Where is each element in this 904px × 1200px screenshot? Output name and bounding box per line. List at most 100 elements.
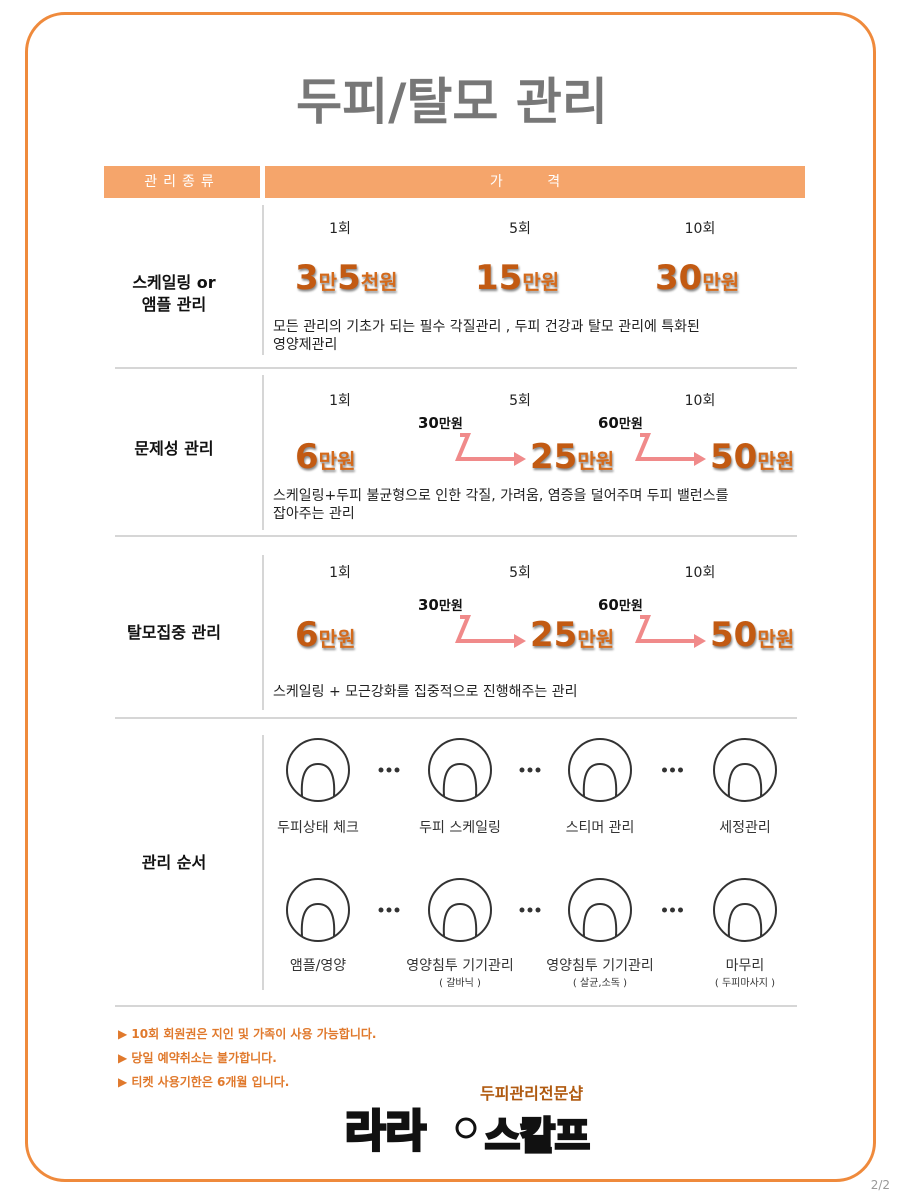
dot [386, 767, 392, 773]
session-count: 10회 [684, 393, 716, 409]
price: 30만원 [655, 258, 740, 298]
separator [115, 1005, 797, 1007]
session-count: 1회 [329, 393, 351, 409]
dot [670, 767, 675, 773]
description: 스케일링+두피 불균형으로 인한 각질, 가려움, 염증을 덜어주며 두피 밸런… [273, 488, 729, 504]
price: 15만원 [475, 258, 560, 298]
step-note: ( 두피마사지 ) [714, 978, 776, 989]
step-label: 두피상태 체크 [277, 820, 359, 836]
head-icon [300, 762, 336, 797]
header-cell: 관리종류 [104, 166, 260, 198]
separator [115, 717, 797, 719]
column-divider [262, 555, 264, 710]
dot [670, 907, 675, 913]
dot [662, 907, 667, 913]
header-cell: 가 격 [265, 166, 805, 198]
discount-arrow [455, 433, 516, 461]
arrow-head [514, 452, 526, 466]
logo-tagline: 두피관리전문샵 [480, 1084, 584, 1103]
head-icon [582, 902, 618, 937]
notice: 10회 회원권은 지인 및 가족이 사용 가능합니다. [118, 1025, 376, 1042]
dot [535, 767, 541, 773]
dot [678, 767, 683, 773]
head-icon [442, 902, 478, 937]
head-icon [300, 902, 336, 937]
discount-arrow [635, 433, 696, 461]
dot [535, 907, 541, 913]
price: 25만원 [530, 615, 615, 655]
step-note: ( 살균,소독 ) [572, 978, 628, 989]
price: 6만원 [295, 615, 356, 655]
session-count: 1회 [329, 565, 351, 581]
price: 50만원 [710, 615, 795, 655]
head-icon [582, 762, 618, 797]
service-name: 문제성 관리 [134, 439, 214, 458]
step-icon [428, 738, 492, 802]
service-name: 스케일링 or [132, 273, 216, 292]
service-name: 탈모집중 관리 [127, 623, 221, 642]
session-count: 10회 [684, 221, 716, 237]
arrow-head [514, 634, 526, 648]
head-icon [727, 762, 763, 797]
description: 스케일링 + 모근강화를 집중적으로 진행해주는 관리 [273, 684, 578, 700]
step-label: 영양침투 기기관리 [406, 958, 514, 974]
discount-arrow [635, 615, 696, 643]
session-count: 5회 [509, 221, 531, 237]
price: 6만원 [295, 437, 356, 477]
description: 잡아주는 관리 [273, 506, 355, 522]
dot [662, 767, 667, 773]
step-note: ( 갈바닉 ) [439, 978, 481, 989]
title: 두피/탈모 관리 [296, 73, 608, 131]
procedure-title: 관리 순서 [141, 853, 207, 872]
logo-name: 라라 [344, 1105, 428, 1159]
dot [394, 767, 400, 773]
separator [115, 367, 797, 369]
original-price: 30만원 [418, 596, 463, 614]
page-number: 2/2 [870, 1178, 890, 1192]
step-label: 앰플/영양 [289, 958, 347, 974]
logo-drop [455, 1117, 477, 1139]
session-count: 5회 [509, 393, 531, 409]
dot [519, 907, 525, 913]
column-divider [262, 205, 264, 355]
step-icon [428, 878, 492, 942]
session-count: 1회 [329, 221, 351, 237]
notice: 티켓 사용기한은 6개월 입니다. [118, 1073, 289, 1090]
step-icon [713, 738, 777, 802]
step-label: 스티머 관리 [565, 820, 635, 836]
logo-brand: 스칼프 [484, 1113, 592, 1160]
step-label: 세정관리 [719, 820, 771, 836]
dot [394, 907, 400, 913]
original-price: 60만원 [598, 414, 643, 432]
head-icon [442, 762, 478, 797]
step-icon [568, 878, 632, 942]
head-icon [727, 902, 763, 937]
column-divider [262, 375, 264, 530]
description: 영양제관리 [273, 337, 338, 353]
description: 모든 관리의 기초가 되는 필수 각질관리 , 두피 건강과 탈모 관리에 특화… [273, 319, 700, 335]
original-price: 30만원 [418, 414, 463, 432]
step-label: 두피 스케일링 [419, 820, 501, 836]
price: 50만원 [710, 437, 795, 477]
dot [678, 907, 683, 913]
session-count: 5회 [509, 565, 531, 581]
dot [378, 907, 384, 913]
header-text: 관리종류 [144, 174, 220, 190]
arrow-head [694, 452, 706, 466]
step-icon [568, 738, 632, 802]
dot [378, 767, 384, 773]
dot [386, 907, 392, 913]
discount-arrow [455, 615, 516, 643]
session-count: 10회 [684, 565, 716, 581]
dot [527, 767, 533, 773]
frame [25, 12, 876, 1182]
original-price: 60만원 [598, 596, 643, 614]
step-icon [286, 738, 350, 802]
step-label: 마무리 [725, 958, 765, 974]
price: 25만원 [530, 437, 615, 477]
arrow-head [694, 634, 706, 648]
step-icon [286, 878, 350, 942]
step-label: 영양침투 기기관리 [546, 958, 654, 974]
